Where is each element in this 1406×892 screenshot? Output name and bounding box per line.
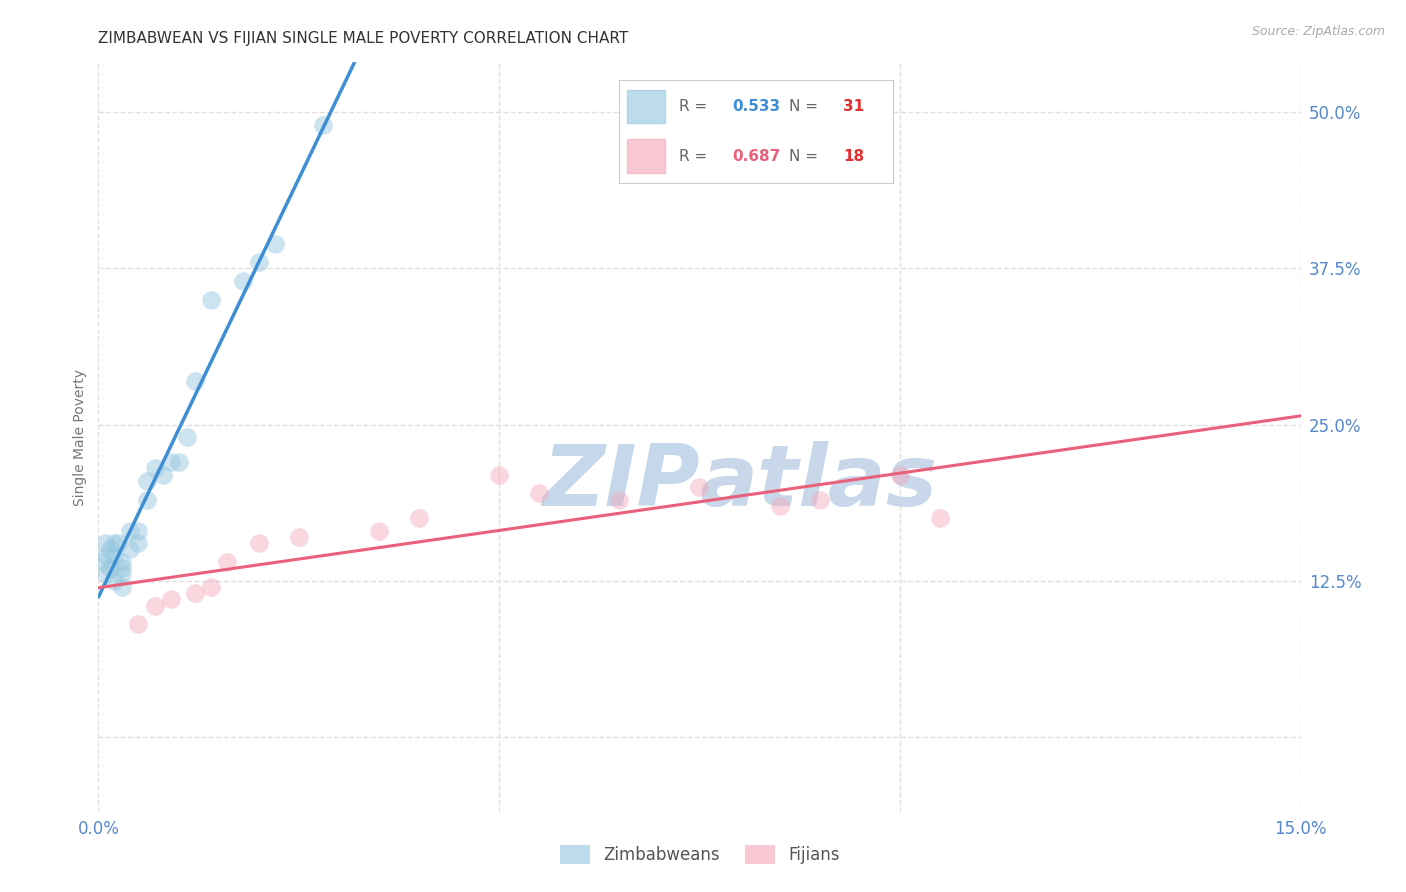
Point — [96, 549, 118, 563]
Point — [135, 492, 157, 507]
Point — [91, 555, 114, 569]
Text: 0.533: 0.533 — [733, 99, 780, 114]
Text: Source: ZipAtlas.com: Source: ZipAtlas.com — [1251, 25, 1385, 38]
Point — [889, 467, 911, 482]
Text: ZIMBABWEAN VS FIJIAN SINGLE MALE POVERTY CORRELATION CHART: ZIMBABWEAN VS FIJIAN SINGLE MALE POVERTY… — [98, 31, 628, 46]
Point — [215, 555, 238, 569]
Point — [152, 467, 174, 482]
Point — [111, 555, 134, 569]
Point — [96, 567, 118, 582]
Point — [143, 599, 166, 613]
Text: R =: R = — [679, 99, 711, 114]
Point — [408, 511, 430, 525]
Point — [107, 536, 129, 550]
Point — [135, 474, 157, 488]
Point — [232, 274, 254, 288]
Point — [176, 430, 198, 444]
Point — [103, 549, 125, 563]
Point — [159, 592, 181, 607]
Point — [488, 467, 510, 482]
Point — [368, 524, 391, 538]
Point — [120, 524, 142, 538]
Text: atlas: atlas — [700, 441, 938, 524]
Point — [929, 511, 952, 525]
Point — [128, 524, 150, 538]
Text: N =: N = — [789, 149, 823, 164]
Point — [769, 499, 792, 513]
Text: 18: 18 — [844, 149, 865, 164]
Point — [103, 536, 125, 550]
Point — [100, 561, 122, 575]
Point — [111, 580, 134, 594]
Point — [200, 580, 222, 594]
Point — [808, 492, 831, 507]
Point — [167, 455, 190, 469]
Point — [247, 255, 270, 269]
Point — [183, 586, 205, 600]
Point — [94, 536, 117, 550]
Point — [159, 455, 181, 469]
Point — [288, 530, 311, 544]
Point — [609, 492, 631, 507]
Point — [103, 574, 125, 588]
Text: N =: N = — [789, 99, 823, 114]
Point — [689, 480, 711, 494]
Point — [111, 567, 134, 582]
Point — [529, 486, 551, 500]
Point — [263, 236, 285, 251]
Point — [128, 617, 150, 632]
Y-axis label: Single Male Poverty: Single Male Poverty — [73, 368, 87, 506]
Text: ZIP: ZIP — [541, 441, 700, 524]
Point — [100, 542, 122, 557]
Point — [128, 536, 150, 550]
Legend: Zimbabweans, Fijians: Zimbabweans, Fijians — [553, 838, 846, 871]
Point — [200, 293, 222, 307]
FancyBboxPatch shape — [627, 89, 665, 123]
FancyBboxPatch shape — [627, 139, 665, 173]
Point — [247, 536, 270, 550]
Point — [120, 542, 142, 557]
Point — [312, 118, 335, 132]
Point — [183, 374, 205, 388]
Point — [143, 461, 166, 475]
Text: 0.687: 0.687 — [733, 149, 780, 164]
Point — [111, 561, 134, 575]
Text: 31: 31 — [844, 99, 865, 114]
Text: R =: R = — [679, 149, 711, 164]
